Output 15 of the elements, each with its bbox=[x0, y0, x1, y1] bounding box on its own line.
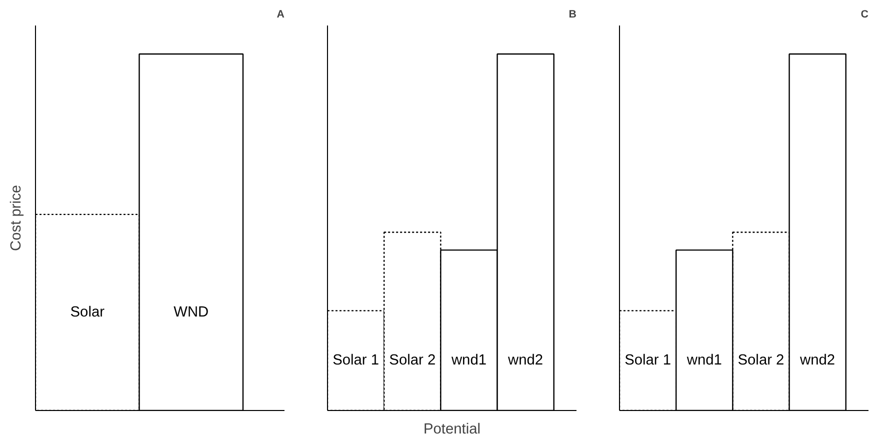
x-tick-label: wnd1 bbox=[686, 352, 722, 369]
x-tick-label: Solar bbox=[70, 304, 105, 320]
x-tick-label: wnd2 bbox=[507, 352, 544, 369]
x-tick-label: WND bbox=[174, 304, 209, 320]
x-tick-label: wnd1 bbox=[450, 352, 487, 369]
x-tick-label: Solar 2 bbox=[389, 352, 436, 369]
chart-title: A bbox=[276, 8, 285, 20]
x-tick-label: Solar 1 bbox=[624, 352, 672, 369]
x-axis-title: Potential bbox=[423, 422, 481, 438]
x-tick-label: wnd2 bbox=[799, 352, 836, 369]
chart-title: B bbox=[568, 8, 577, 20]
x-tick-label: Solar 2 bbox=[738, 352, 784, 369]
chart-title: C bbox=[860, 8, 869, 20]
y-axis-title: Cost price bbox=[8, 185, 24, 251]
x-tick-label: Solar 1 bbox=[332, 352, 380, 369]
